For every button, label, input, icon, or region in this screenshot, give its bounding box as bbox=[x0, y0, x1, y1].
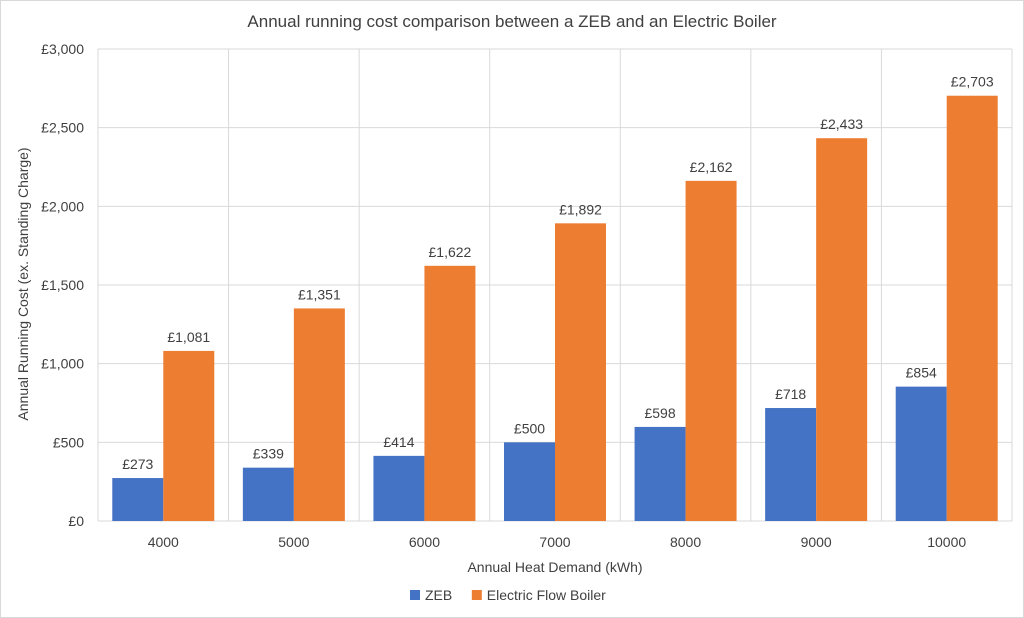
data-label: £500 bbox=[514, 420, 545, 436]
x-tick-label: 7000 bbox=[539, 534, 570, 550]
y-tick-label: £500 bbox=[53, 434, 84, 450]
bar-zeb-5000 bbox=[242, 467, 294, 521]
bar-zeb-8000 bbox=[634, 426, 686, 521]
y-tick-label: £1,000 bbox=[41, 356, 84, 372]
x-tick-label: 5000 bbox=[278, 534, 309, 550]
y-tick-label: £2,000 bbox=[41, 198, 84, 214]
bar-electric-flow-boiler-9000 bbox=[816, 138, 868, 521]
bar-zeb-7000 bbox=[504, 442, 555, 521]
bar-electric-flow-boiler-6000 bbox=[424, 265, 476, 521]
bar-zeb-10000 bbox=[895, 386, 947, 521]
y-tick-label: £0 bbox=[68, 513, 84, 529]
bar-electric-flow-boiler-4000 bbox=[163, 350, 215, 521]
x-tick-label: 10000 bbox=[927, 534, 966, 550]
y-axis-label: Annual Running Cost (ex. Standing Charge… bbox=[15, 147, 31, 420]
data-label: £414 bbox=[383, 434, 414, 450]
data-label: £2,703 bbox=[951, 74, 994, 90]
x-tick-labels: 4000 5000 6000 7000 8000 9000 10000 bbox=[148, 534, 967, 550]
x-tick-label: 9000 bbox=[801, 534, 832, 550]
data-label: £2,433 bbox=[820, 116, 863, 132]
legend-label: Electric Flow Boiler bbox=[487, 587, 606, 603]
x-tick-label: 4000 bbox=[148, 534, 179, 550]
data-label: £273 bbox=[122, 456, 153, 472]
bar-electric-flow-boiler-5000 bbox=[293, 308, 345, 521]
data-label: £1,892 bbox=[559, 201, 602, 217]
y-tick-label: £1,500 bbox=[41, 277, 84, 293]
x-tick-label: 6000 bbox=[409, 534, 440, 550]
legend-swatch bbox=[471, 590, 482, 600]
data-label: £1,622 bbox=[429, 244, 472, 260]
data-labels: £273 £1,081 £339 £1,351 £414 £1,622 £500 £1,892… bbox=[122, 74, 994, 472]
data-label: £2,162 bbox=[690, 159, 733, 175]
bar-electric-flow-boiler-10000 bbox=[946, 95, 998, 521]
chart-title: Annual running cost comparison between a… bbox=[247, 12, 777, 31]
legend: ZEB Electric Flow Boiler bbox=[410, 587, 606, 603]
bar-electric-flow-boiler-8000 bbox=[685, 180, 737, 521]
data-label: £854 bbox=[906, 365, 937, 381]
bar-zeb-6000 bbox=[373, 455, 425, 521]
y-tick-label: £2,500 bbox=[41, 120, 84, 136]
legend-swatch bbox=[410, 590, 420, 600]
data-label: £718 bbox=[775, 386, 806, 402]
data-label: £598 bbox=[644, 405, 675, 421]
y-tick-labels: £0 £500 £1,000 £1,500 £2,000 £2,500 £3,000 bbox=[41, 41, 84, 529]
data-label: £339 bbox=[253, 446, 284, 462]
y-tick-label: £3,000 bbox=[41, 41, 84, 57]
x-axis-label: Annual Heat Demand (kWh) bbox=[467, 559, 642, 575]
x-tick-label: 8000 bbox=[670, 534, 701, 550]
legend-label: ZEB bbox=[425, 587, 452, 603]
data-label: £1,351 bbox=[298, 286, 341, 302]
bar-electric-flow-boiler-7000 bbox=[555, 223, 606, 522]
data-label: £1,081 bbox=[167, 329, 210, 345]
bar-zeb-4000 bbox=[112, 478, 164, 521]
bar-zeb-9000 bbox=[765, 408, 817, 521]
bars bbox=[112, 95, 998, 522]
